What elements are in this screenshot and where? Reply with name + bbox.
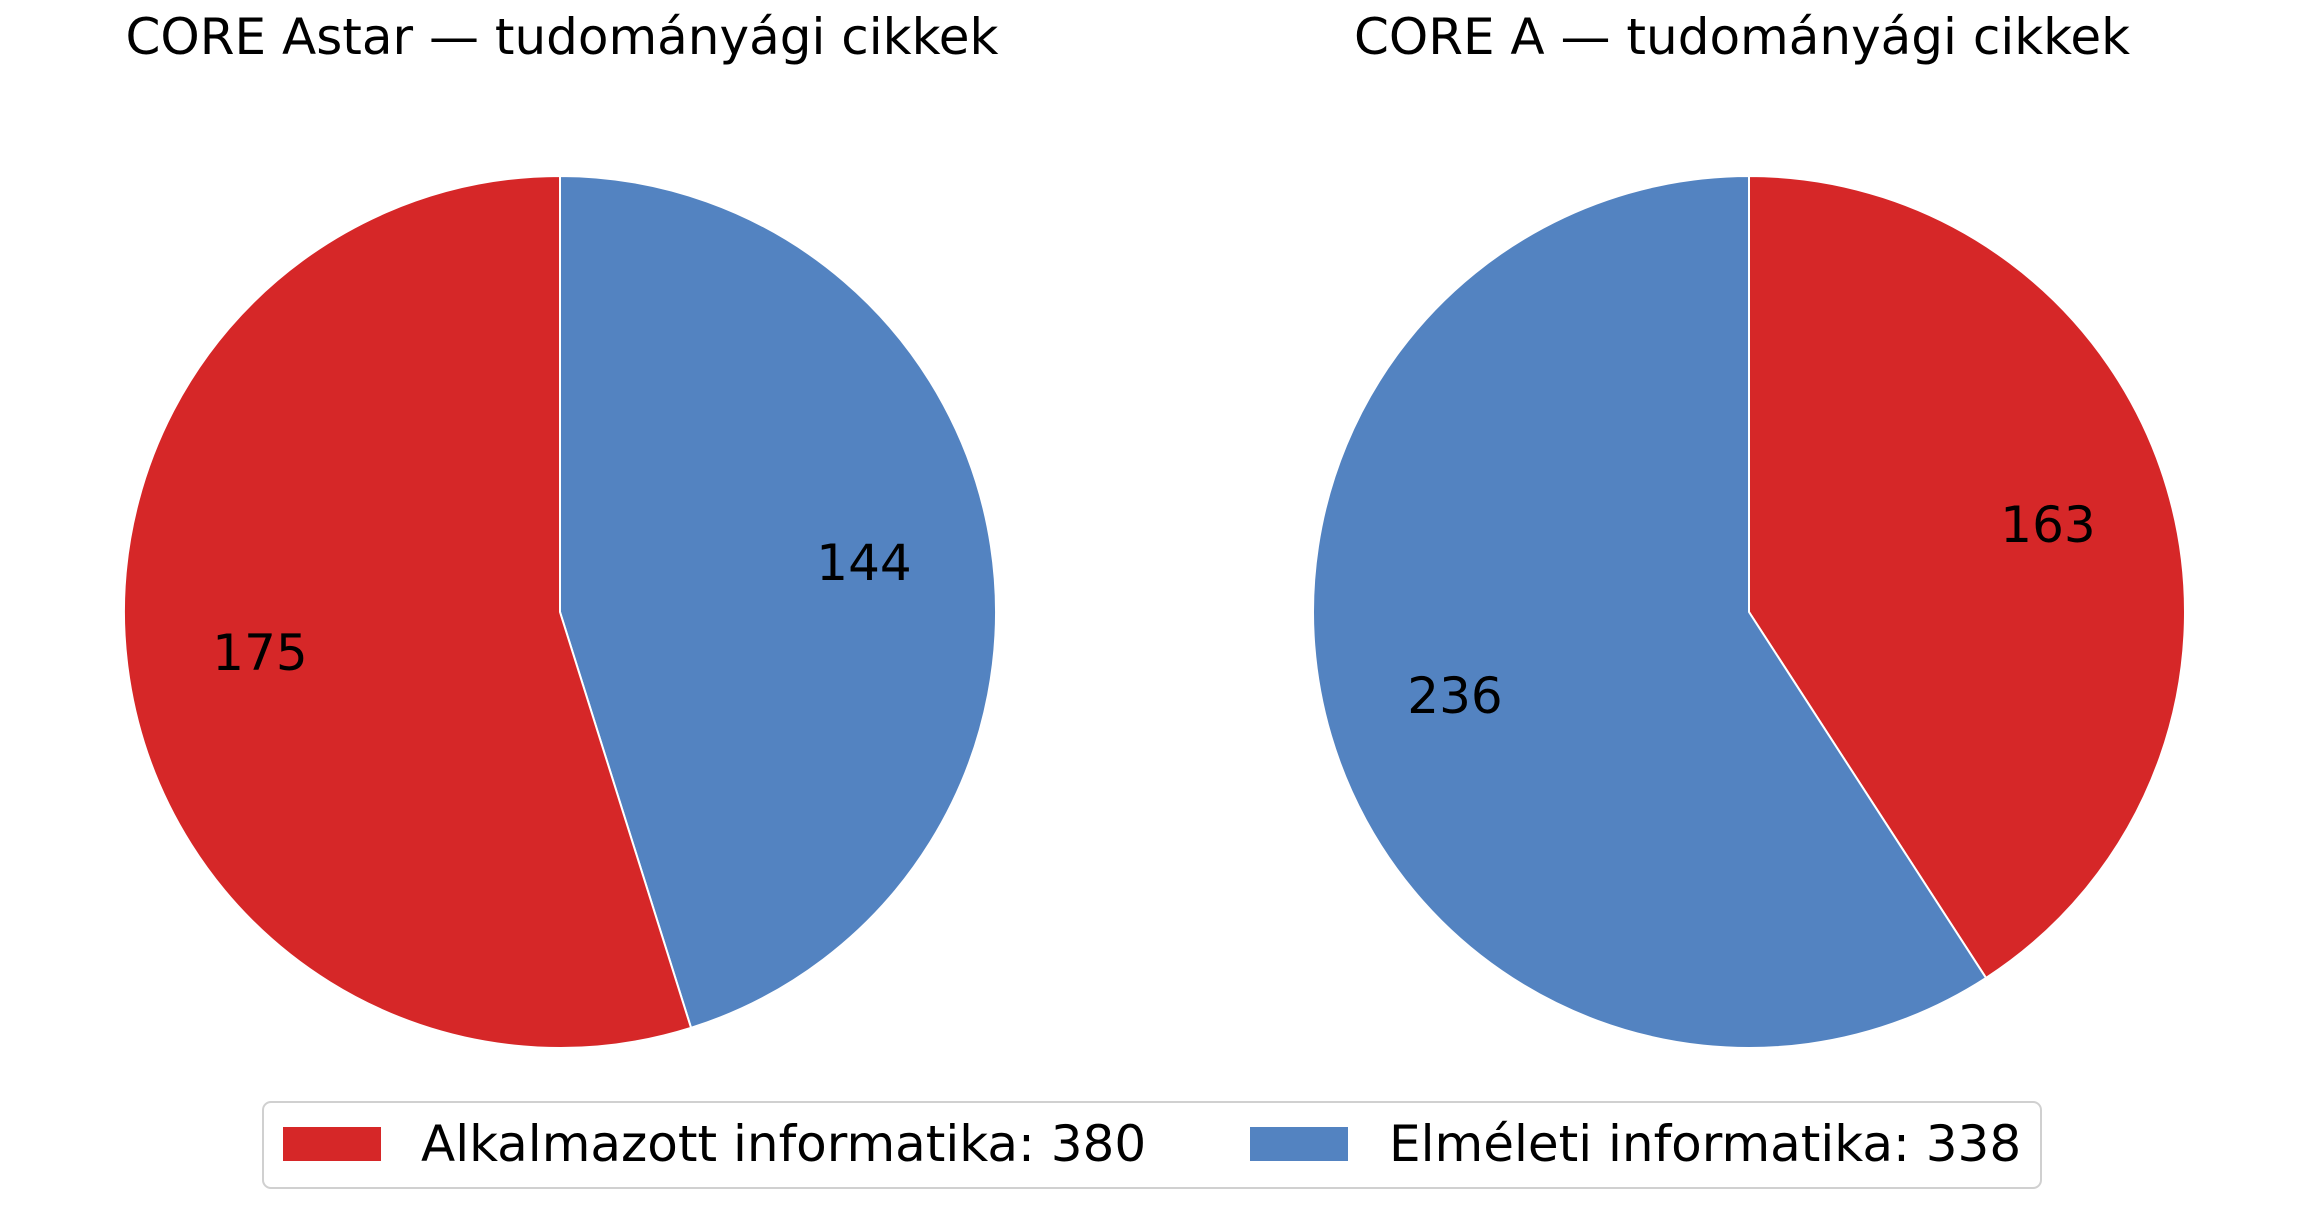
legend-label-elmeleti: Elméleti informatika: 338 bbox=[1389, 1115, 2021, 1173]
pie-slices-core-a bbox=[1312, 175, 2186, 1049]
pie-slice-elmeleti-core-astar bbox=[559, 175, 997, 1029]
slice-label-elmeleti-core-astar: 144 bbox=[816, 534, 911, 592]
legend: Alkalmazott informatika: 380 Elméleti in… bbox=[262, 1101, 2042, 1189]
pie-slice-alkalmazott-core-astar bbox=[123, 175, 693, 1049]
slice-label-alkalmazott-core-astar: 175 bbox=[212, 624, 307, 682]
pie-chart-core-astar: CORE Astar — tudományági cikkek 175 144 bbox=[123, 8, 999, 1049]
pie-chart-core-a: CORE A — tudományági cikkek 163 236 bbox=[1312, 8, 2186, 1049]
pie-slices-core-astar bbox=[123, 175, 997, 1049]
legend-frame bbox=[262, 1101, 2042, 1189]
chart-title-core-astar: CORE Astar — tudományági cikkek bbox=[126, 8, 999, 66]
legend-swatch-elmeleti bbox=[1250, 1127, 1348, 1161]
slice-label-alkalmazott-core-a: 163 bbox=[2000, 496, 2095, 554]
slice-label-elmeleti-core-a: 236 bbox=[1407, 667, 1502, 725]
chart-title-core-a: CORE A — tudományági cikkek bbox=[1354, 8, 2130, 66]
legend-swatch-alkalmazott bbox=[283, 1127, 381, 1161]
pie-slice-elmeleti-core-a bbox=[1312, 175, 1988, 1049]
pie-slice-alkalmazott-core-a bbox=[1748, 175, 2186, 979]
legend-label-alkalmazott: Alkalmazott informatika: 380 bbox=[421, 1115, 1146, 1173]
